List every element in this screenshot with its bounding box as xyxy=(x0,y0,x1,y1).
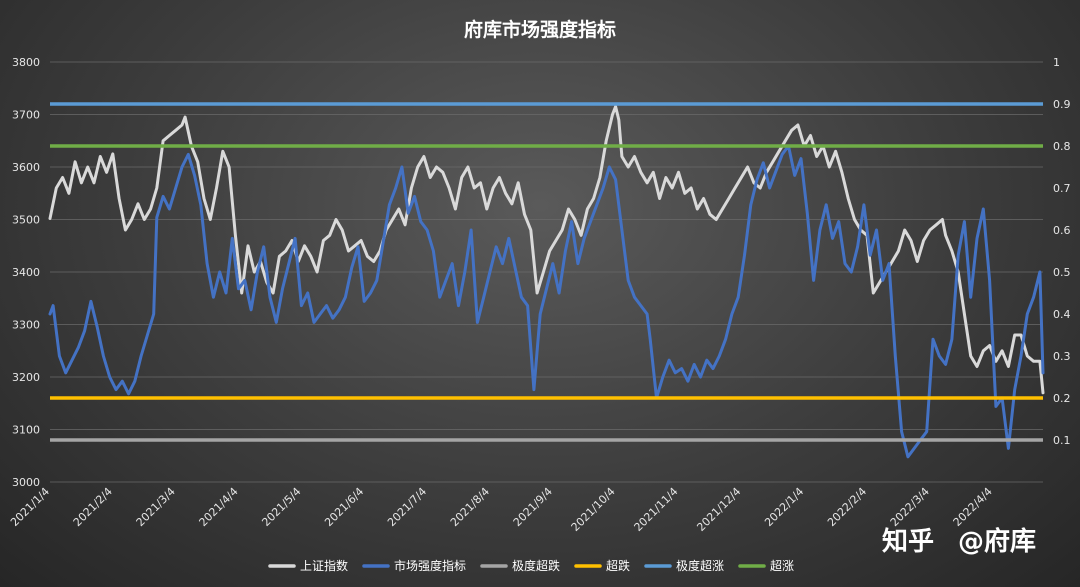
legend-label: 极度超涨 xyxy=(676,558,724,573)
left-axis-tick-label: 3800 xyxy=(12,56,40,69)
watermark-left-text: 知乎 xyxy=(882,527,934,557)
x-axis-tick-label: 2022/3/4 xyxy=(888,485,932,529)
x-axis-tick-label: 2021/12/4 xyxy=(694,485,743,534)
series-layer xyxy=(48,102,1045,459)
right-axis-tick-label: 1 xyxy=(1053,56,1060,69)
legend: 上证指数 市场强度指标 极度超跌 超跌 极度超涨 超涨 xyxy=(268,558,794,573)
series-line xyxy=(48,144,1045,459)
left-axis-tick-label: 3400 xyxy=(12,266,40,279)
right-axis-tick-label: 0.6 xyxy=(1053,224,1071,237)
right-axis-tick-label: 0.8 xyxy=(1053,140,1071,153)
right-axis-tick-label: 0.4 xyxy=(1053,308,1071,321)
watermark-right-text: @府库 xyxy=(958,526,1036,557)
left-axis: 3000 3100 3200 3300 3400 3500 3600 3700 3800 xyxy=(12,56,40,489)
left-axis-tick-label: 3000 xyxy=(12,476,40,489)
left-axis-tick-label: 3200 xyxy=(12,371,40,384)
x-axis-tick-label: 2021/11/4 xyxy=(632,485,681,534)
watermark: 知乎 @府库 xyxy=(882,526,1036,557)
right-axis-tick-label: 0.9 xyxy=(1053,98,1071,111)
gridlines xyxy=(50,61,1043,483)
left-axis-tick-label: 3700 xyxy=(12,109,40,122)
x-axis-tick-label: 2021/8/4 xyxy=(448,485,492,529)
chart-title: 府库市场强度指标 xyxy=(464,18,616,41)
x-axis-tick-label: 2021/3/4 xyxy=(134,485,178,529)
legend-label: 超涨 xyxy=(770,558,794,573)
right-axis-tick-label: 0.2 xyxy=(1053,392,1071,405)
x-axis-tick-label: 2022/4/4 xyxy=(951,485,995,529)
legend-label: 超跌 xyxy=(606,558,630,573)
x-axis-tick-label: 2022/1/4 xyxy=(762,485,806,529)
x-axis-tick-label: 2021/10/4 xyxy=(569,485,618,534)
right-axis-tick-label: 0.5 xyxy=(1053,266,1071,279)
x-axis-tick-label: 2021/2/4 xyxy=(71,485,115,529)
left-axis-tick-label: 3100 xyxy=(12,424,40,437)
left-axis-tick-label: 3600 xyxy=(12,161,40,174)
x-axis-tick-label: 2021/6/4 xyxy=(322,485,366,529)
x-axis-tick-label: 2022/2/4 xyxy=(825,485,869,529)
x-axis-tick-label: 2021/1/4 xyxy=(8,485,52,529)
x-axis-tick-label: 2021/9/4 xyxy=(511,485,555,529)
right-axis-tick-label: 0.7 xyxy=(1053,182,1071,195)
x-axis-tick-label: 2021/4/4 xyxy=(197,485,241,529)
right-axis-tick-label: 0.3 xyxy=(1053,350,1071,363)
left-axis-tick-label: 3500 xyxy=(12,214,40,227)
x-axis-tick-label: 2021/5/4 xyxy=(259,485,303,529)
left-axis-tick-label: 3300 xyxy=(12,319,40,332)
series-line xyxy=(48,105,1045,395)
legend-label: 市场强度指标 xyxy=(394,558,466,573)
legend-label: 极度超跌 xyxy=(512,558,560,573)
legend-label: 上证指数 xyxy=(300,558,348,573)
right-axis-tick-label: 0.1 xyxy=(1053,434,1071,447)
x-axis: 2021/1/4 2021/2/4 2021/3/4 2021/4/4 2021/5/4… xyxy=(8,485,995,534)
x-axis-tick-label: 2021/7/4 xyxy=(385,485,429,529)
right-axis: 0.1 0.2 0.3 0.4 0.5 0.6 0.7 0.8 0.9 1 xyxy=(1053,56,1071,447)
